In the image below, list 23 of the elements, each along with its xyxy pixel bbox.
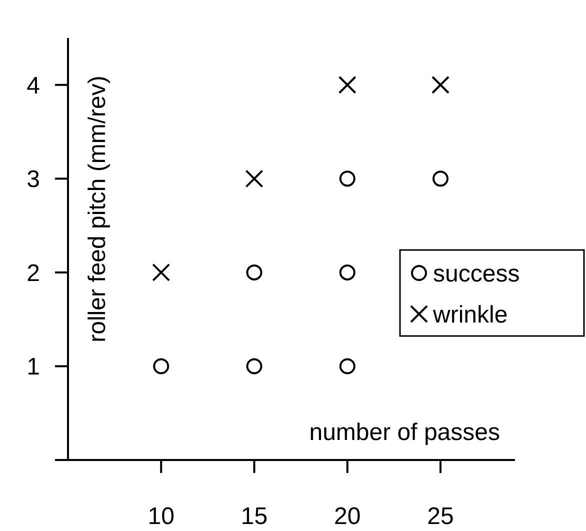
point [339,358,356,374]
point [339,264,356,280]
point [152,263,170,282]
point [432,76,450,94]
x-tick-label: 25 [427,503,454,530]
point [246,264,262,280]
point [339,170,356,187]
y-tick-label: 2 [26,260,40,287]
x-tick-label: 20 [334,503,361,530]
y-tick-label: 1 [26,354,40,381]
point [246,358,262,374]
legend-label: success [433,260,520,288]
x-axis-title: number of passes [309,419,500,446]
point [153,358,170,374]
y-tick-label: 4 [26,72,40,100]
y-tick-label: 3 [26,166,40,194]
point [432,170,448,187]
point [338,76,356,94]
x-tick-label: 10 [148,503,174,530]
x-tick-label: 15 [240,503,268,530]
legend-label: wrinkle [432,301,508,328]
y-axis-title: roller feed pitch (mm/rev) [84,76,111,342]
point [245,170,264,188]
